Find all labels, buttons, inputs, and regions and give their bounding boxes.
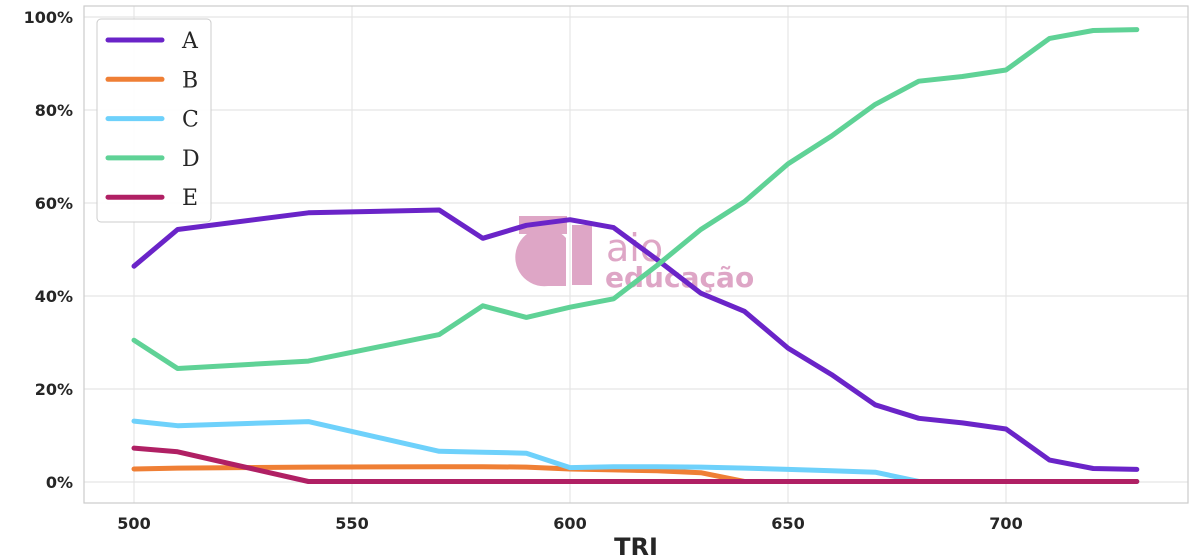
x-tick-label: 500: [117, 514, 150, 533]
y-tick-label: 40%: [35, 287, 73, 306]
x-tick-label: 550: [335, 514, 368, 533]
watermark-brand: aio: [606, 226, 663, 270]
x-axis-label: TRI: [614, 533, 658, 560]
legend-label-d: D: [182, 147, 200, 172]
x-tick-label: 650: [771, 514, 804, 533]
plot-frame: [83, 5, 1189, 504]
legend-label-c: C: [182, 108, 199, 133]
x-tick-label: 600: [553, 514, 586, 533]
y-tick-label: 0%: [46, 473, 73, 492]
series-lines: [131, 27, 1140, 484]
series-line-e: [131, 445, 1140, 484]
legend-label-b: B: [182, 68, 198, 93]
y-tick-label: 80%: [35, 101, 73, 120]
y-tick-label: 20%: [35, 380, 73, 399]
x-tick-label: 700: [989, 514, 1022, 533]
x-axis-ticks: 500 550 600 650 700: [117, 514, 1022, 533]
y-tick-label: 60%: [35, 194, 73, 213]
legend-label-a: A: [181, 29, 199, 54]
y-axis-ticks: 0% 20% 40% 60% 80% 100%: [24, 8, 73, 492]
series-line-d: [131, 27, 1140, 371]
legend-label-e: E: [182, 186, 198, 211]
series-line-a: [131, 207, 1140, 472]
y-tick-label: 100%: [24, 8, 73, 27]
